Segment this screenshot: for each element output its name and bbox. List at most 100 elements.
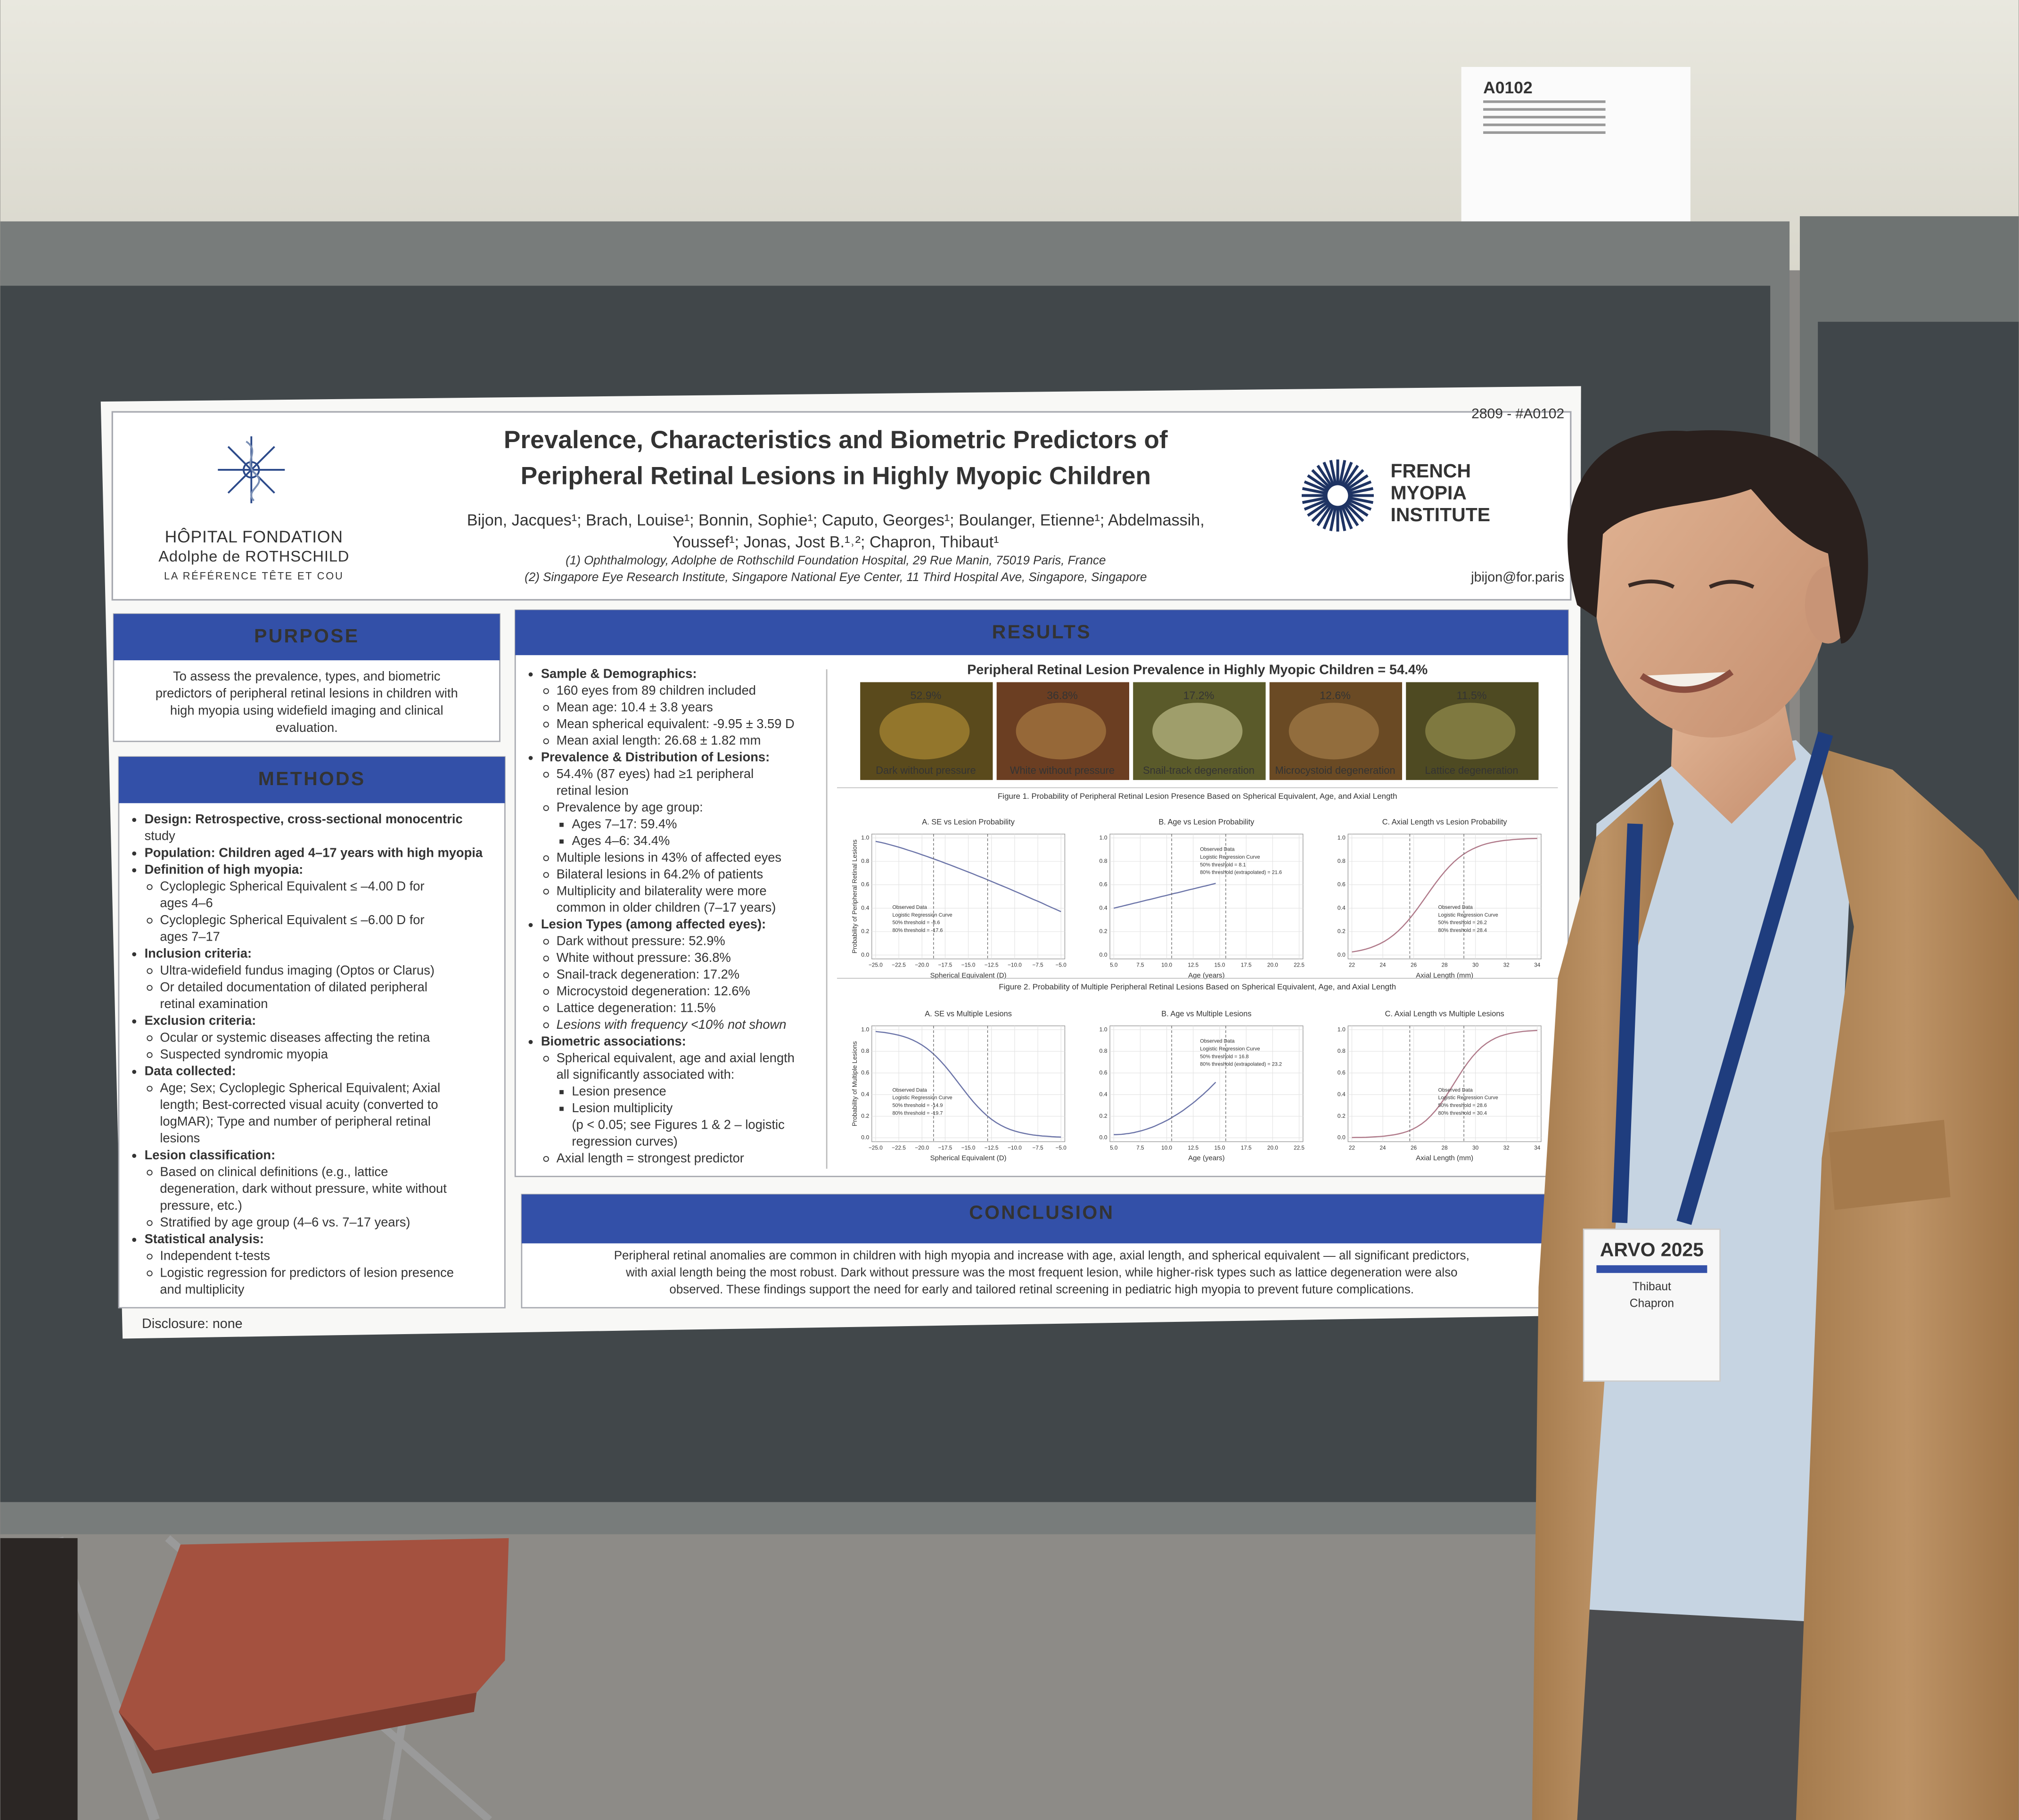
image-percent: 11.5% <box>1456 689 1486 702</box>
y-axis-label: Probability of Multiple Lesions <box>851 1041 858 1126</box>
y-tick-label: 0.4 <box>861 1091 869 1098</box>
legend-entry: Observed Data <box>892 904 927 910</box>
y-tick-label: 0.2 <box>861 928 869 935</box>
x-tick-label: 15.0 <box>1215 1145 1225 1151</box>
list-text: all significantly associated with: <box>557 1067 735 1082</box>
x-axis-label: Axial Length (mm) <box>1416 971 1473 979</box>
bullet <box>132 952 137 957</box>
x-tick-label: −17.5 <box>938 1145 952 1151</box>
x-tick-label: 22.5 <box>1294 962 1305 968</box>
ray <box>1338 505 1346 532</box>
legend-entry: Logistic Regression Curve <box>892 912 952 918</box>
bullet <box>543 872 549 878</box>
legend-entry: Observed Data <box>1200 847 1235 853</box>
list-text: degeneration, dark without pressure, whi… <box>160 1181 447 1196</box>
x-tick-label: 26 <box>1411 1145 1417 1151</box>
poster-id: 2809 - #A0102 <box>1471 406 1564 421</box>
y-tick-label: 0.6 <box>1099 881 1107 888</box>
regression-curve <box>1113 883 1216 909</box>
list-text: Microcystoid degeneration: 12.6% <box>557 984 750 998</box>
list-text: White without pressure: 36.8% <box>557 950 731 965</box>
list-text: Prevalence by age group: <box>557 800 703 814</box>
list-text: Statistical analysis: <box>145 1231 264 1246</box>
figure-caption: Figure 2. Probability of Multiple Periph… <box>999 982 1396 991</box>
x-tick-label: 22 <box>1349 1145 1355 1151</box>
legend-entry: 50% threshold = -14.9 <box>892 1103 943 1108</box>
x-axis-label: Age (years) <box>1188 1154 1225 1162</box>
list-text: Based on clinical definitions (e.g., lat… <box>160 1164 388 1179</box>
list-text: Spherical equivalent, age and axial leng… <box>557 1050 795 1065</box>
bullet <box>132 1070 137 1074</box>
plot-frame <box>1109 834 1304 959</box>
list-text: Sample & Demographics: <box>541 666 697 680</box>
bullet <box>543 1156 549 1162</box>
bullet <box>147 1052 153 1058</box>
list-text: Multiple lesions in 43% of affected eyes <box>557 850 781 864</box>
bullet <box>543 955 549 962</box>
regression-curve <box>1352 837 1537 953</box>
panel-title: A. SE vs Multiple Lesions <box>925 1010 1012 1018</box>
institute-emblem <box>1301 459 1374 532</box>
y-tick-label: 0.2 <box>861 1113 869 1119</box>
list-text: Cycloplegic Spherical Equivalent ≤ –6.00… <box>160 912 424 927</box>
legend-entry: 50% threshold = 28.6 <box>1438 1103 1487 1108</box>
purpose-text: evaluation. <box>276 720 338 735</box>
bullet <box>559 839 564 844</box>
y-tick-label: 0.4 <box>861 904 869 911</box>
poster-title: Peripheral Retinal Lesions in Highly Myo… <box>521 462 1151 490</box>
list-text: Axial length = strongest predictor <box>557 1150 744 1165</box>
badge-first-name: Thibaut <box>1633 1280 1671 1293</box>
x-tick-label: 7.5 <box>1136 962 1144 968</box>
legend-entry: Logistic Regression Curve <box>1200 854 1260 860</box>
x-tick-label: 12.5 <box>1188 1145 1198 1151</box>
legend-entry: 80% threshold = 30.4 <box>1438 1110 1487 1116</box>
figure-caption: Figure 1. Probability of Peripheral Reti… <box>998 792 1397 801</box>
sign <box>1461 67 1691 227</box>
list-text: Data collected: <box>145 1064 236 1078</box>
y-tick-label: 0.8 <box>861 858 869 864</box>
bullet <box>147 884 153 890</box>
bullet <box>559 1107 564 1111</box>
y-tick-label: 0.0 <box>1338 951 1346 958</box>
list-text: Suspected syndromic myopia <box>160 1047 328 1061</box>
y-tick-label: 0.6 <box>861 1069 869 1076</box>
y-tick-label: 0.2 <box>1099 1113 1107 1119</box>
image-label: Snail-track degeneration <box>1143 764 1255 776</box>
ray <box>1346 498 1372 511</box>
bullet <box>543 771 549 778</box>
y-tick-label: 0.4 <box>1338 1091 1346 1098</box>
legend-entry: 80% threshold (extrapolated) = 23.2 <box>1200 1062 1282 1067</box>
list-text: study <box>145 828 176 843</box>
list-text: Ages 4–6: 34.4% <box>572 833 670 848</box>
badge <box>1583 1228 1721 1382</box>
institute-logo-text: INSTITUTE <box>1390 504 1490 525</box>
bullet <box>543 721 549 728</box>
section-heading: CONCLUSION <box>969 1201 1114 1223</box>
list-text: ages 7–17 <box>160 929 220 944</box>
x-tick-label: −7.5 <box>1033 962 1044 968</box>
list-text: Snail-track degeneration: 17.2% <box>557 967 739 982</box>
panel-title: C. Axial Length vs Multiple Lesions <box>1385 1010 1504 1018</box>
bullet <box>132 851 137 856</box>
figure-title: Peripheral Retinal Lesion Prevalence in … <box>967 663 1428 678</box>
list-text: Mean age: 10.4 ± 3.8 years <box>557 699 713 714</box>
list-text: Cycloplegic Spherical Equivalent ≤ –4.00… <box>160 879 424 894</box>
x-tick-label: −7.5 <box>1033 1145 1044 1151</box>
bullet <box>543 688 549 694</box>
bullet <box>132 818 137 822</box>
ray <box>1304 480 1329 493</box>
x-tick-label: 12.5 <box>1188 962 1198 968</box>
x-axis-label: Axial Length (mm) <box>1416 1154 1473 1162</box>
fundus-highlight <box>1425 703 1516 760</box>
bullet <box>528 672 533 677</box>
list-text: and multiplicity <box>160 1282 244 1296</box>
x-tick-label: 30 <box>1472 1145 1479 1151</box>
bullet <box>147 985 153 991</box>
methods-heading-bar <box>118 756 505 803</box>
section-heading: METHODS <box>258 768 366 789</box>
list-text: Definition of high myopia: <box>145 862 304 877</box>
list-text: Lesion multiplicity <box>572 1100 673 1115</box>
y-tick-label: 0.6 <box>861 881 869 888</box>
list-text: Lesions with frequency <10% not shown <box>557 1017 787 1032</box>
